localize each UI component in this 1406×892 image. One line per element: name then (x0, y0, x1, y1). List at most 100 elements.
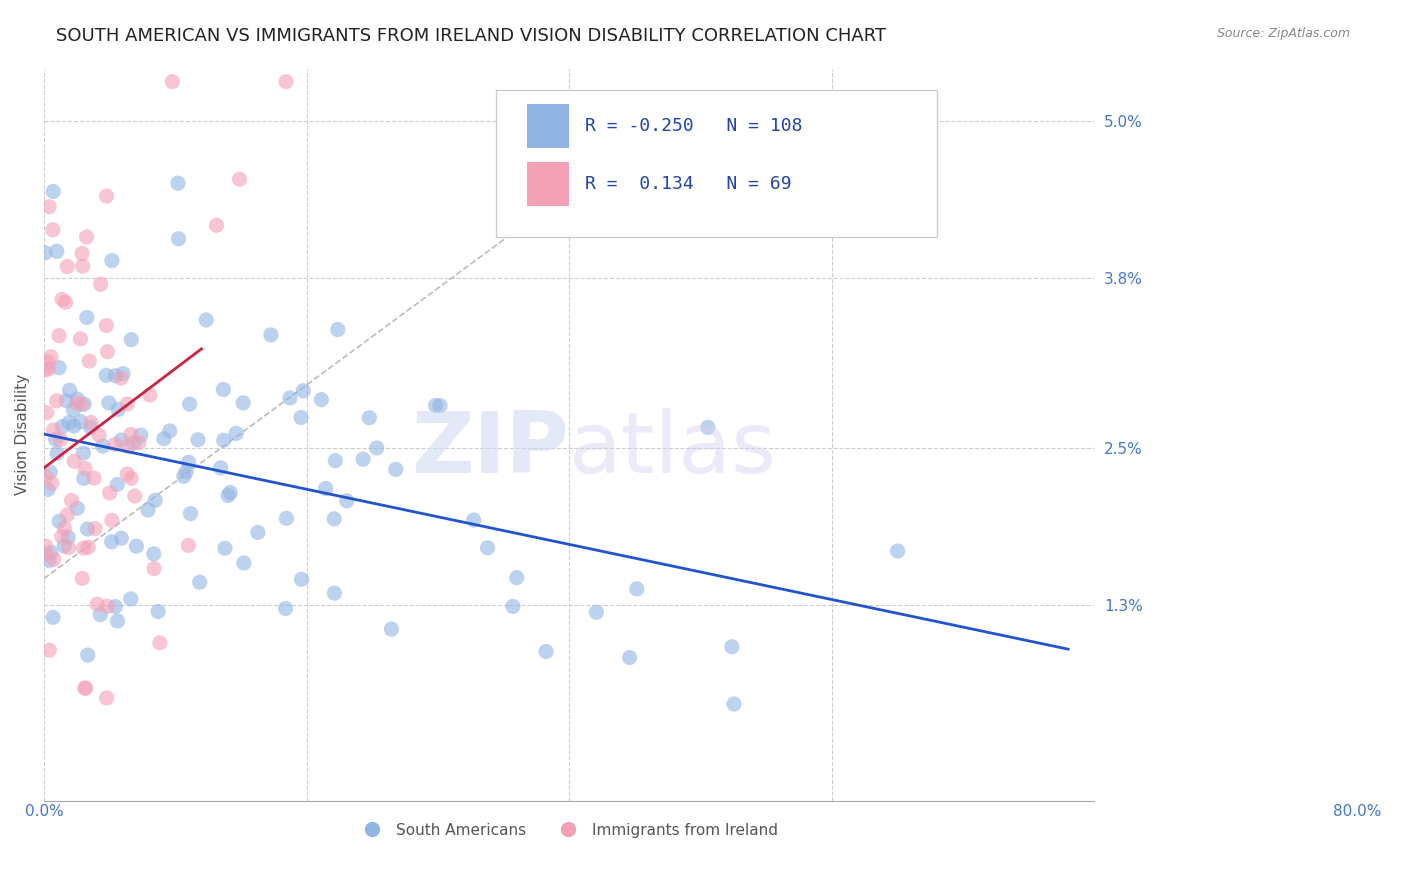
Text: ZIP: ZIP (412, 408, 569, 491)
Point (120, 427, 142, 442)
Point (117, 397, 139, 411)
Point (105, 477, 128, 491)
Point (70, 397, 93, 411)
Point (41, 476, 63, 491)
Point (142, 547, 165, 561)
Point (96, 344, 118, 359)
Point (70, 246, 93, 260)
Point (217, 488, 239, 502)
Text: 0.0%: 0.0% (24, 804, 63, 819)
Point (63, 454, 86, 468)
Point (209, 461, 232, 475)
Legend: South Americans, Immigrants from Ireland: South Americans, Immigrants from Ireland (354, 816, 783, 845)
Point (51, 293, 73, 307)
Point (53, 521, 76, 535)
Point (585, 605, 607, 619)
Point (143, 493, 166, 508)
Point (124, 489, 146, 503)
Point (173, 469, 195, 483)
Point (39, 465, 62, 479)
Point (89, 607, 111, 622)
Point (35, 406, 58, 420)
Point (72, 446, 94, 460)
Point (380, 622, 402, 636)
Point (55, 295, 77, 310)
Text: R = -0.250   N = 108: R = -0.250 N = 108 (585, 117, 803, 135)
Text: atlas: atlas (569, 408, 778, 491)
Point (477, 541, 499, 555)
Text: 80.0%: 80.0% (1333, 804, 1381, 819)
Point (35, 539, 58, 553)
Point (51, 419, 73, 434)
Point (110, 371, 132, 385)
Point (75, 681, 97, 695)
Point (212, 434, 235, 448)
Point (77, 541, 100, 555)
Point (38, 553, 60, 567)
Point (366, 441, 388, 455)
Point (80, 416, 103, 430)
Point (425, 399, 447, 413)
Point (55, 393, 77, 408)
Point (326, 322, 349, 336)
Point (48, 328, 70, 343)
Point (125, 539, 148, 553)
Point (162, 74, 184, 88)
Point (721, 640, 744, 654)
Point (76, 310, 98, 325)
Point (159, 424, 181, 438)
Point (187, 433, 209, 447)
Point (77, 354, 100, 368)
Text: Source: ZipAtlas.com: Source: ZipAtlas.com (1216, 27, 1350, 40)
Point (49, 433, 72, 447)
Point (619, 650, 641, 665)
Point (534, 644, 557, 658)
Point (73, 471, 96, 485)
Text: SOUTH AMERICAN VS IMMIGRANTS FROM IRELAND VISION DISABILITY CORRELATION CHART: SOUTH AMERICAN VS IMMIGRANTS FROM IRELAN… (56, 27, 886, 45)
Point (39, 545, 62, 559)
Point (195, 313, 218, 327)
Point (136, 503, 159, 517)
Point (73, 681, 96, 696)
Point (212, 383, 235, 397)
Point (48, 514, 70, 528)
Point (115, 467, 138, 481)
Point (90, 277, 112, 292)
Point (76, 230, 98, 244)
Point (352, 452, 374, 467)
Point (292, 384, 315, 398)
Point (143, 561, 166, 575)
Point (97, 396, 120, 410)
Point (246, 525, 269, 540)
Point (290, 410, 312, 425)
Point (502, 599, 524, 614)
Point (120, 591, 142, 606)
Point (696, 420, 718, 434)
Point (53, 539, 76, 553)
Point (167, 176, 190, 190)
Point (177, 538, 200, 552)
Point (107, 614, 129, 628)
Point (129, 428, 152, 442)
FancyBboxPatch shape (495, 90, 936, 237)
Point (112, 367, 135, 381)
Point (278, 391, 301, 405)
Point (73, 461, 96, 475)
Point (56, 530, 79, 544)
Point (120, 471, 142, 485)
Point (626, 582, 648, 596)
Point (98, 486, 121, 500)
Point (66, 501, 89, 516)
Point (179, 507, 201, 521)
Point (37, 355, 59, 369)
Point (45, 393, 67, 408)
Point (76, 648, 98, 662)
Point (76, 522, 98, 536)
Point (260, 327, 283, 342)
Point (72, 571, 94, 585)
Point (91, 439, 114, 453)
Point (219, 485, 242, 500)
Point (110, 531, 132, 545)
Point (886, 544, 908, 558)
Point (34, 363, 56, 377)
